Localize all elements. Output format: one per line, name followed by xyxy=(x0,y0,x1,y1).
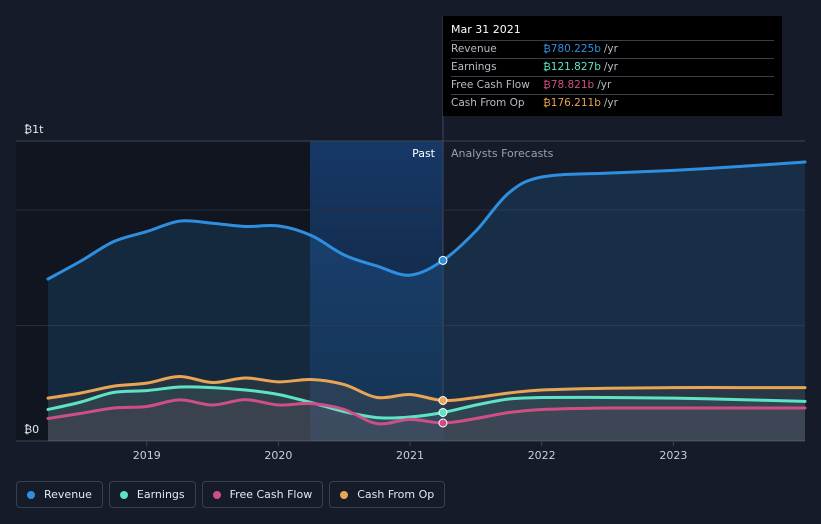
tooltip: Mar 31 2021 Revenue ₿780.225b /yr Earnin… xyxy=(443,16,782,116)
y-axis-top-label: ₿1t xyxy=(24,123,44,136)
tooltip-row-earnings: Earnings ₿121.827b /yr xyxy=(451,58,774,76)
tooltip-label: Free Cash Flow xyxy=(451,79,530,91)
tooltip-unit: /yr xyxy=(603,43,618,55)
legend-label: Earnings xyxy=(136,488,185,501)
tooltip-value: ₿121.827b xyxy=(543,61,601,73)
legend: Revenue Earnings Free Cash Flow Cash Fro… xyxy=(16,481,446,508)
forecast-label: Analysts Forecasts xyxy=(451,147,554,160)
highlight-point-free-cash-flow xyxy=(438,418,448,428)
legend-label: Revenue xyxy=(44,488,92,501)
series-line-cash-from-op xyxy=(46,374,807,403)
tooltip-unit: /yr xyxy=(603,61,618,73)
past-region-highlight xyxy=(310,141,443,441)
y-axis-bottom-label: ₿0 xyxy=(24,423,39,436)
legend-item-earnings[interactable]: Earnings xyxy=(108,481,196,508)
series-line-revenue xyxy=(46,160,807,281)
highlight-point-revenue xyxy=(438,255,448,265)
series-area-free-cash-flow xyxy=(48,399,805,441)
tooltip-value: ₿176.211b xyxy=(543,97,601,109)
tooltip-label: Earnings xyxy=(451,61,497,73)
x-tick-label: 2023 xyxy=(659,449,687,462)
x-axis-ticks: 2019 2020 2021 2022 2023 xyxy=(133,441,687,462)
x-tick-label: 2019 xyxy=(133,449,161,462)
past-label: Past xyxy=(412,147,436,160)
legend-item-cash-from-op[interactable]: Cash From Op xyxy=(329,481,446,508)
highlight-point-earnings xyxy=(438,408,448,417)
tooltip-date: Mar 31 2021 xyxy=(451,23,521,36)
series-area-revenue xyxy=(48,162,805,441)
tooltip-unit: /yr xyxy=(603,97,618,109)
series-line-earnings xyxy=(46,385,807,420)
series-areas xyxy=(48,162,805,441)
tooltip-row-free-cash-flow: Free Cash Flow ₿78.821b /yr xyxy=(451,76,774,94)
legend-item-free-cash-flow[interactable]: Free Cash Flow xyxy=(201,481,324,508)
tooltip-value: ₿780.225b xyxy=(543,43,601,55)
tooltip-unit: /yr xyxy=(597,79,612,91)
highlight-point-cash-from-op xyxy=(438,396,448,405)
tooltip-row-revenue: Revenue ₿780.225b /yr xyxy=(451,40,774,58)
x-tick-label: 2021 xyxy=(396,449,424,462)
x-tick-label: 2022 xyxy=(528,449,556,462)
legend-item-revenue[interactable]: Revenue xyxy=(16,481,103,508)
highlight-points xyxy=(438,255,448,428)
series-line-free-cash-flow xyxy=(46,398,807,426)
legend-dot-icon xyxy=(340,490,349,499)
legend-dot-icon xyxy=(119,490,128,499)
tooltip-value: ₿78.821b xyxy=(543,79,595,91)
series-lines xyxy=(46,160,807,426)
tooltip-row-cash-from-op: Cash From Op ₿176.211b /yr xyxy=(451,94,774,112)
legend-dot-icon xyxy=(212,490,221,499)
tooltip-label: Revenue xyxy=(451,43,497,55)
series-area-cash-from-op xyxy=(48,376,805,441)
x-tick-label: 2020 xyxy=(264,449,292,462)
legend-label: Cash From Op xyxy=(357,488,435,501)
tooltip-label: Cash From Op xyxy=(451,97,525,109)
legend-dot-icon xyxy=(27,490,35,499)
legend-label: Free Cash Flow xyxy=(229,488,313,501)
